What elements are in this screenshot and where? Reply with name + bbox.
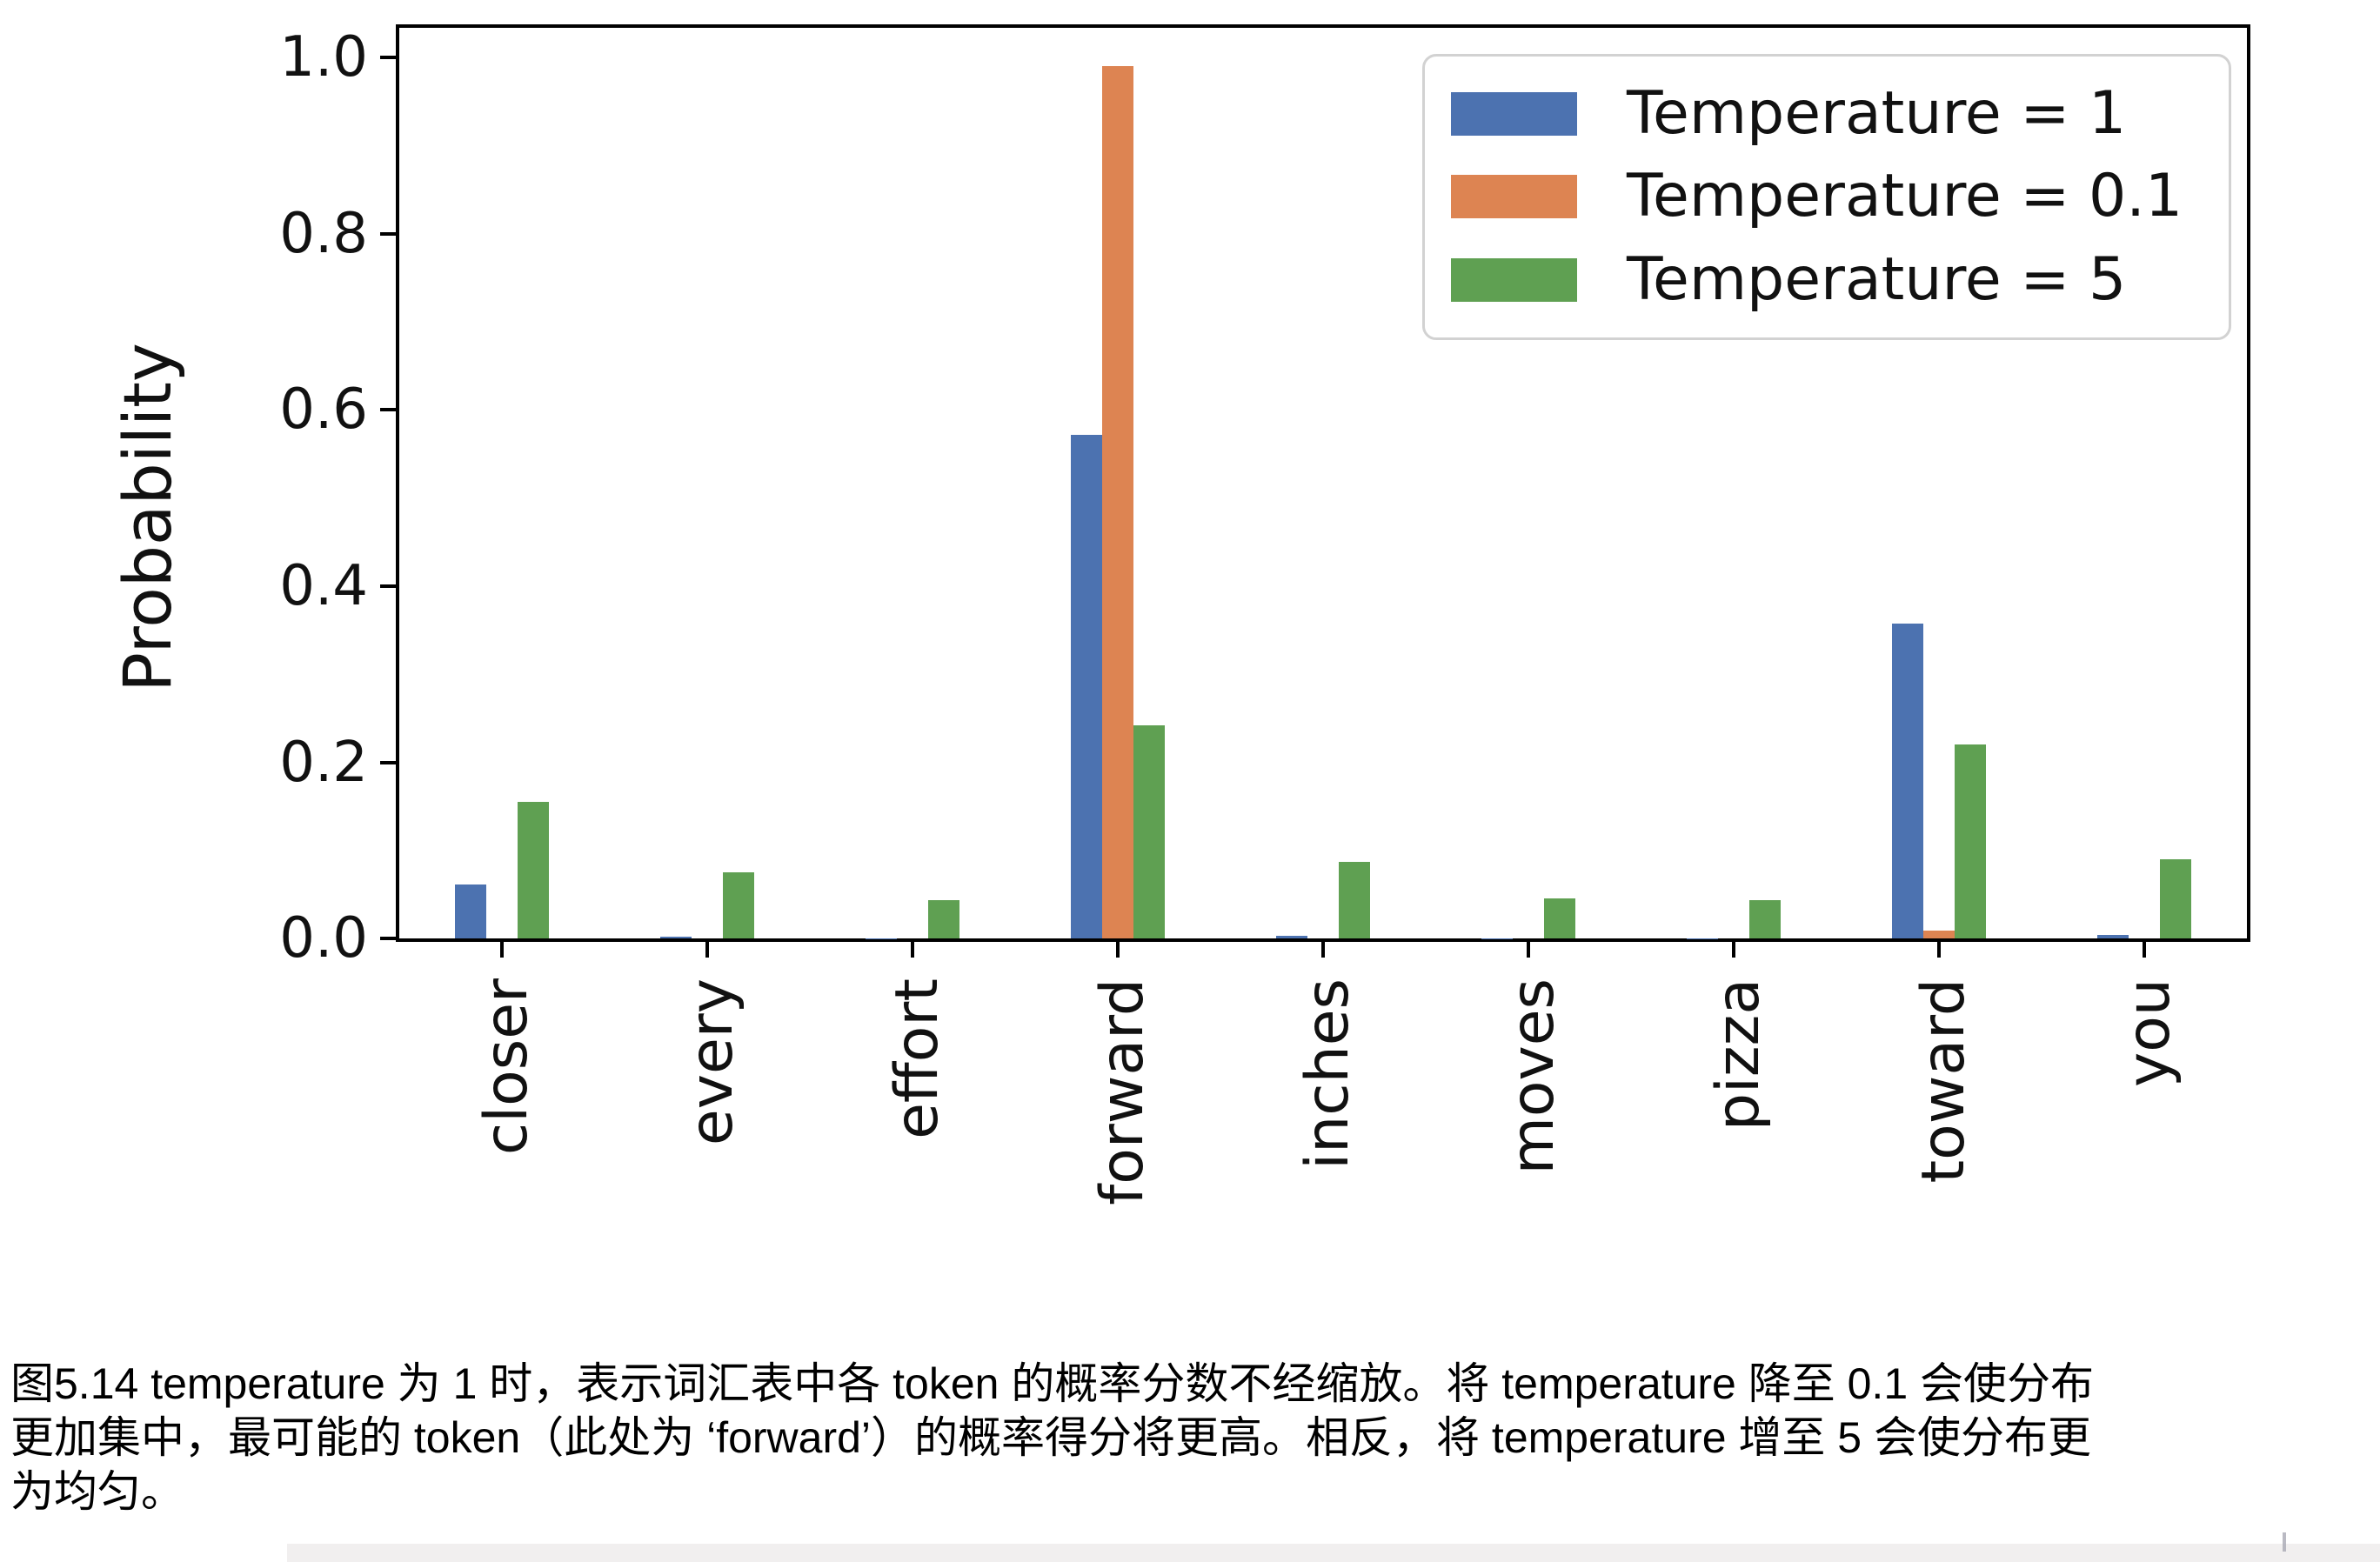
x-tick [1321, 938, 1325, 958]
legend-row-temperature-1: Temperature = 1 [1451, 78, 2203, 148]
bar-every-Temperature=5 [723, 872, 754, 938]
x-tick [1936, 938, 1941, 958]
y-tick-label: 0.8 [279, 201, 368, 266]
bar-forward-Temperature=1 [1071, 434, 1102, 938]
bar-moves-Temperature=5 [1544, 898, 1575, 938]
bar-cluster [1892, 28, 1986, 938]
figure-caption: 图5.14 temperature 为 1 时，表示词汇表中各 token 的概… [10, 1357, 2370, 1519]
bar-cluster [866, 28, 959, 938]
bar-cluster [660, 28, 754, 938]
legend-label: Temperature = 0.1 [1627, 162, 2183, 231]
bar-you-Temperature=5 [2160, 858, 2191, 938]
bar-cluster [2097, 28, 2191, 938]
bar-inches-Temperature=1 [1276, 935, 1307, 938]
legend-row-temperature-0.1: Temperature = 0.1 [1451, 164, 2203, 229]
x-tick [911, 938, 914, 958]
bar-pizza-Temperature=5 [1749, 900, 1781, 938]
bar-group-you [2042, 28, 2247, 938]
x-tick [705, 938, 709, 958]
legend-swatch-orange [1451, 175, 1577, 219]
bar-group-closer [399, 28, 605, 938]
caption-line-3: 为均匀。 [10, 1467, 184, 1516]
bar-cluster [1687, 28, 1781, 938]
bar-group-moves [1426, 28, 1631, 938]
x-tick [1731, 938, 1735, 958]
x-tick-label-effort: effort [883, 978, 952, 1139]
bar-effort-Temperature=5 [928, 900, 959, 938]
x-tick-label-moves: moves [1498, 978, 1568, 1175]
x-tick-label-inches: inches [1294, 978, 1362, 1170]
bar-closer-Temperature=1 [455, 884, 486, 938]
x-tick [1526, 938, 1530, 958]
bar-group-inches [1220, 28, 1426, 938]
x-tick-label-every: every [678, 978, 746, 1146]
x-tick-label-closer: closer [472, 978, 541, 1156]
x-tick [500, 938, 504, 958]
y-tick [380, 408, 399, 412]
bar-every-Temperature=1 [660, 936, 692, 938]
bar-group-toward [1836, 28, 2042, 938]
x-tick-label-you: you [2114, 978, 2183, 1087]
y-tick-label: 0.4 [279, 553, 368, 618]
x-tick-label-toward: toward [1909, 978, 1978, 1184]
y-tick-label: 1.0 [279, 25, 368, 90]
bottom-edge-strip [287, 1544, 2380, 1562]
legend: Temperature = 1 Temperature = 0.1 Temper… [1422, 54, 2231, 340]
caption-line-2: 更加集中，最可能的 token（此处为 ‘forward’）的概率得分将更高。相… [10, 1413, 2091, 1462]
bar-group-pizza [1631, 28, 1836, 938]
x-tick-label-pizza: pizza [1703, 978, 1773, 1131]
y-tick [380, 760, 399, 764]
caption-line-1: 图5.14 temperature 为 1 时，表示词汇表中各 token 的概… [10, 1359, 2095, 1408]
bar-inches-Temperature=5 [1339, 861, 1370, 938]
bar-cluster [1071, 28, 1165, 938]
bar-group-effort [810, 28, 1015, 938]
bar-cluster [455, 28, 549, 938]
y-tick [380, 56, 399, 60]
x-tick [1116, 938, 1120, 958]
x-tick [2142, 938, 2146, 958]
y-tick [380, 937, 399, 940]
bar-group-forward [1015, 28, 1220, 938]
y-tick [380, 231, 399, 236]
x-tick-label-forward: forward [1088, 978, 1157, 1205]
bar-toward-Temperature=5 [1955, 744, 1986, 938]
y-tick-label: 0.6 [279, 377, 368, 443]
bar-toward-Temperature=1 [1892, 623, 1923, 938]
bar-cluster [1276, 28, 1370, 938]
bar-you-Temperature=1 [2097, 934, 2129, 938]
bar-forward-Temperature=0.1 [1102, 65, 1133, 938]
cursor-mark [2283, 1532, 2286, 1552]
legend-label: Temperature = 5 [1627, 245, 2127, 315]
bar-closer-Temperature=5 [518, 802, 549, 938]
bars-row [399, 28, 2247, 938]
y-tick-label: 0.0 [279, 906, 368, 971]
bar-forward-Temperature=5 [1133, 724, 1165, 938]
legend-swatch-blue [1451, 91, 1577, 136]
legend-label: Temperature = 1 [1627, 78, 2127, 148]
y-axis-label: Probability [109, 343, 186, 692]
legend-swatch-green [1451, 258, 1577, 303]
bar-cluster [1481, 28, 1575, 938]
y-tick [380, 584, 399, 588]
bar-group-every [605, 28, 810, 938]
legend-row-temperature-5: Temperature = 5 [1451, 248, 2203, 312]
y-tick-label: 0.2 [279, 730, 368, 795]
bar-toward-Temperature=0.1 [1923, 930, 1955, 938]
